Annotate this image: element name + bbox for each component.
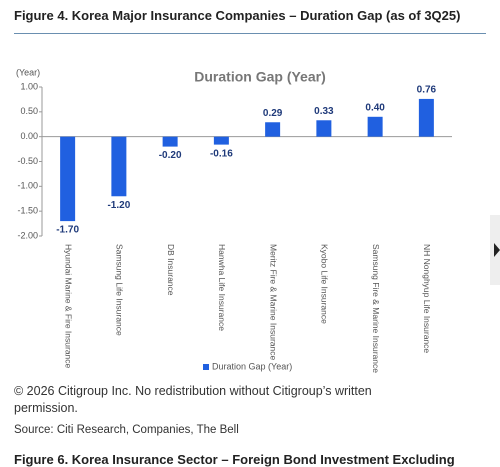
value-label: 0.29 (263, 108, 283, 119)
bar (162, 136, 178, 147)
legend-label: Duration Gap (Year) (212, 361, 292, 371)
x-tick-label: Samsung Life Insurance (115, 244, 125, 336)
x-tick-label: Hyundai Marine & Fire Insurance (63, 244, 73, 369)
title-rule (14, 33, 486, 34)
x-tick-label: Kyobo Life Insurance (320, 244, 330, 324)
bar (367, 116, 383, 137)
bar (213, 136, 229, 145)
bar (265, 122, 281, 137)
x-tick-label: DB Insurance (166, 244, 176, 296)
x-tick-label: NH Nonghyup Life Insurance (422, 244, 432, 353)
bar (60, 136, 76, 222)
bar (418, 98, 434, 137)
copyright: © 2026 Citigroup Inc. No redistribution … (14, 384, 372, 415)
y-tick-label: -0.50 (17, 156, 38, 166)
source: Source: Citi Research, Companies, The Be… (14, 424, 239, 436)
y-tick-label: -1.00 (17, 181, 38, 191)
x-tick-label: Hanwha Life Insurance (217, 244, 227, 331)
y-tick-label: -1.50 (17, 206, 38, 216)
value-label: -0.16 (210, 148, 233, 159)
value-label: -1.20 (107, 200, 130, 211)
y-tick-label: -2.00 (17, 230, 38, 240)
chart-title: Duration Gap (Year) (194, 69, 325, 85)
y-tick-label: 0.00 (20, 131, 38, 141)
legend-swatch (203, 364, 209, 370)
x-tick-label: Meritz Fire & Marine Insurance (268, 244, 278, 360)
side-tab[interactable] (490, 215, 500, 285)
value-label: 0.40 (365, 102, 385, 113)
next-figure-title: Figure 6. Korea Insurance Sector – Forei… (14, 452, 455, 467)
bar (111, 136, 127, 197)
value-label: -1.70 (56, 225, 79, 236)
figure-title: Figure 4. Korea Major Insurance Companie… (14, 8, 461, 23)
value-label: 0.33 (314, 106, 334, 117)
value-label: -0.20 (159, 150, 182, 161)
value-label: 0.76 (417, 85, 437, 96)
x-tick-label: Samsung Fire & Marine Insurance (371, 244, 381, 373)
y-axis-label: (Year) (16, 67, 40, 77)
bar (316, 120, 332, 137)
y-tick-label: 0.50 (20, 106, 38, 116)
y-tick-label: 1.00 (20, 81, 38, 91)
chart: Duration Gap (Year) (Year) 1.00 0.50 0.00 -… (16, 67, 452, 373)
